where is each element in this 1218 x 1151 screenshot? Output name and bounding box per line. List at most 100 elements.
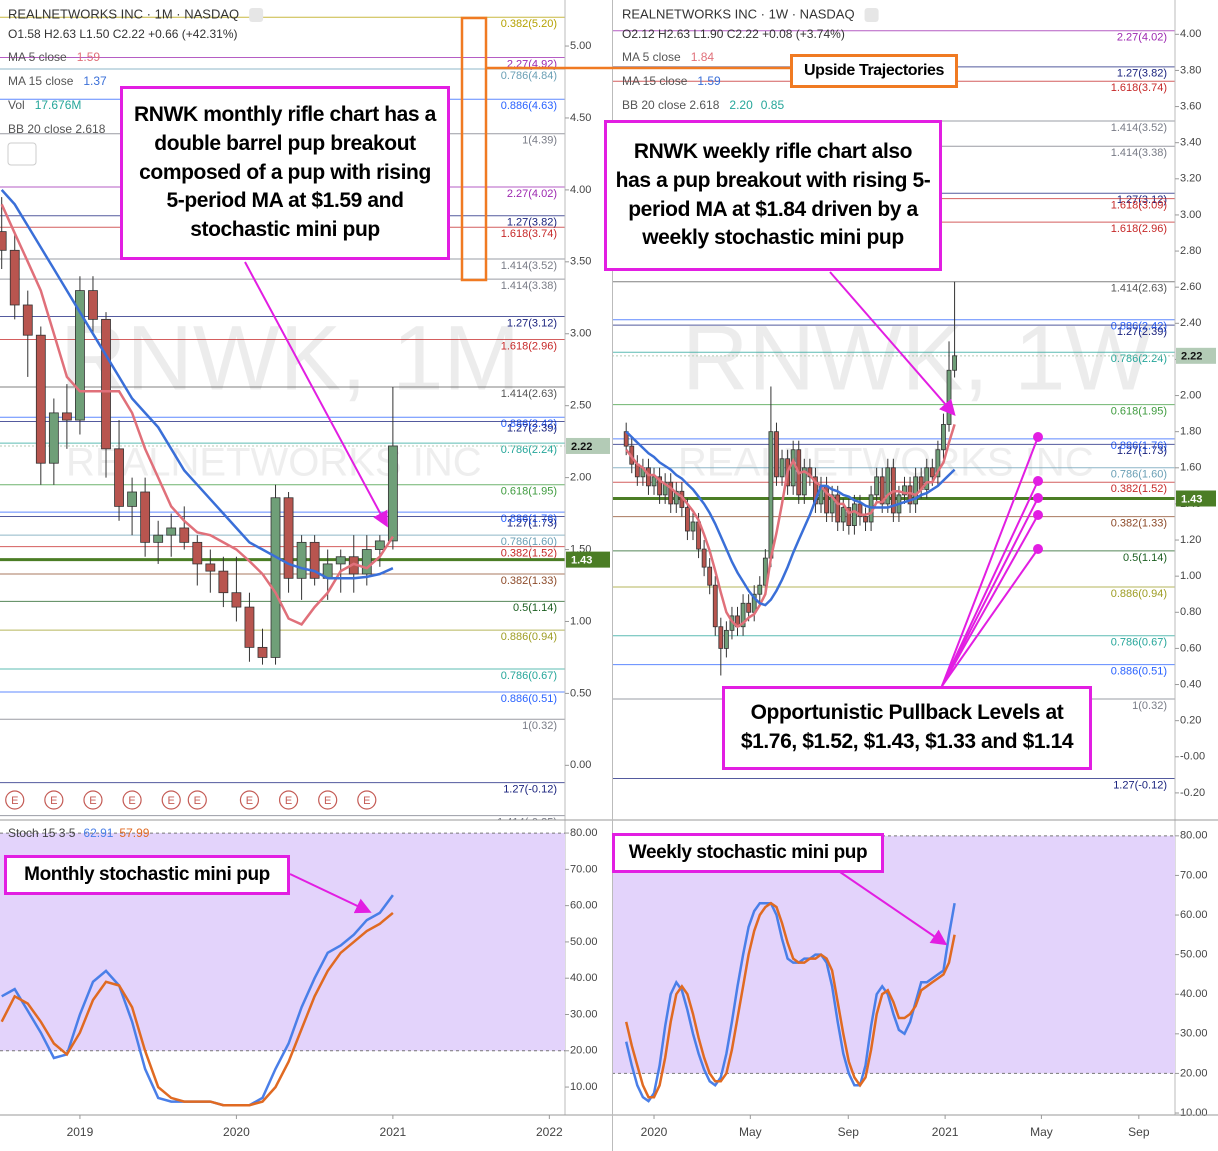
annotation: Weekly stochastic mini pup (612, 833, 884, 873)
candle-body (668, 481, 674, 505)
earnings-marker (83, 790, 103, 810)
candle-body (374, 540, 385, 550)
candle-body (140, 491, 151, 543)
candle-body (723, 629, 729, 649)
fib-label: 0.618(1.95) (501, 486, 557, 498)
y-tick-label: 1.60 (1180, 462, 1201, 474)
earnings-label: E (50, 795, 57, 807)
fib-label: 1.27(-0.12) (1113, 779, 1167, 791)
y-tick-label: 0.00 (570, 759, 591, 771)
fib-label: 1.414(2.63) (501, 388, 557, 400)
fib-label: 1(0.32) (522, 720, 557, 732)
candle-body (879, 476, 885, 505)
y-tick-label: 20.00 (570, 1045, 598, 1057)
y-tick-label: 0.40 (1180, 678, 1201, 690)
earnings-marker (239, 790, 260, 810)
candle-body (205, 563, 216, 572)
candle-body (48, 412, 59, 464)
earnings-label: E (168, 795, 175, 807)
header-text: 0.85 (761, 98, 785, 112)
stoch-title: Stoch 15 3 5 (8, 826, 76, 840)
price-label: 1.43 (571, 555, 592, 567)
candle-body (244, 606, 255, 648)
x-tick-label: 2019 (67, 1125, 94, 1139)
header-text: O2.12 H2.63 L1.90 C2.22 +0.08 (+3.74%) (622, 27, 845, 41)
fib-label: 0.786(4.84) (501, 70, 557, 82)
price-label: 1.43 (1181, 493, 1202, 505)
y-tick-label: -0.20 (1180, 787, 1205, 799)
header-text: MA 5 close (622, 50, 681, 64)
y-tick-label: 3.40 (1180, 137, 1201, 149)
earnings-label: E (89, 795, 96, 807)
x-tick-label: 2020 (223, 1125, 250, 1139)
y-tick-label: 30.00 (570, 1008, 598, 1020)
candle-body (75, 290, 85, 421)
price-label-box (1176, 490, 1216, 507)
candle-body (646, 467, 651, 487)
x-tick-label: Sep (838, 1125, 860, 1139)
y-tick-label: 70.00 (1180, 869, 1208, 881)
candle-body (840, 507, 846, 523)
fib-label: 1.618(3.09) (1111, 200, 1167, 212)
annotation: Monthly stochastic mini pup (4, 855, 290, 895)
x-tick-label: May (1030, 1125, 1053, 1139)
x-tick-label: 2021 (932, 1125, 959, 1139)
y-tick-label: 20.00 (1180, 1067, 1208, 1079)
earnings-label: E (11, 795, 18, 807)
candle-body (774, 431, 779, 478)
fib-label: 0.382(5.20) (501, 18, 557, 30)
fib-label: 0.886(0.51) (1111, 666, 1167, 678)
candle-body (924, 467, 930, 490)
y-tick-label: 0.80 (1180, 606, 1201, 618)
fib-label: 1(4.39) (522, 135, 557, 147)
stoch-line (0, 911, 394, 1107)
fib-label: 1.27(3.12) (507, 317, 557, 329)
price-label: 2.22 (571, 441, 592, 453)
stoch-value: 62.91 (83, 826, 113, 840)
fib-label: 0.786(2.24) (501, 444, 557, 456)
fib-label: 0.786(1.60) (1111, 469, 1167, 481)
y-tick-label: 4.50 (570, 112, 591, 124)
candle-body (153, 534, 164, 543)
y-tick-label: 3.20 (1180, 173, 1201, 185)
earnings-marker (161, 790, 181, 810)
earnings-marker (5, 790, 25, 810)
price-label-box (1176, 347, 1216, 364)
fib-label: 0.5(1.14) (1123, 552, 1167, 564)
x-tick-label: 2021 (380, 1125, 407, 1139)
candle-body (718, 626, 724, 649)
y-tick-label: 60.00 (570, 900, 598, 912)
candle-body (361, 549, 372, 575)
panel-gap (612, 0, 613, 1151)
candle-body (179, 527, 190, 543)
y-tick-label: 60.00 (1180, 909, 1208, 921)
fib-label: 0.382(1.33) (1111, 517, 1167, 529)
candle-body (913, 476, 919, 505)
candle-body (257, 646, 268, 658)
fib-label: 1.27(3.82) (507, 217, 557, 229)
y-tick-label: 80.00 (1180, 830, 1208, 842)
header-button (249, 8, 264, 22)
candle-body (707, 566, 713, 586)
y-tick-label: 50.00 (1180, 949, 1208, 961)
candle-body (61, 412, 72, 421)
annotation: Opportunistic Pullback Levels at $1.76, … (722, 686, 1092, 770)
candle-body (0, 231, 7, 251)
candle-body (874, 476, 880, 496)
y-tick-label: 1.80 (1180, 426, 1201, 438)
candle-body (192, 541, 203, 565)
stoch-value: 57.99 (119, 826, 149, 840)
y-tick-label: 0.20 (1180, 715, 1201, 727)
fib-label: 1.618(2.96) (1111, 223, 1167, 235)
candle-body (935, 449, 941, 478)
y-tick-label: 80.00 (570, 827, 598, 839)
candle-body (768, 431, 774, 559)
y-tick-label: 50.00 (570, 936, 598, 948)
candle-body (296, 541, 307, 579)
candle-body (657, 476, 662, 496)
candle-body (22, 304, 33, 336)
header-text: MA 5 close (8, 50, 67, 64)
earnings-label: E (363, 795, 370, 807)
earnings-marker (318, 790, 338, 810)
